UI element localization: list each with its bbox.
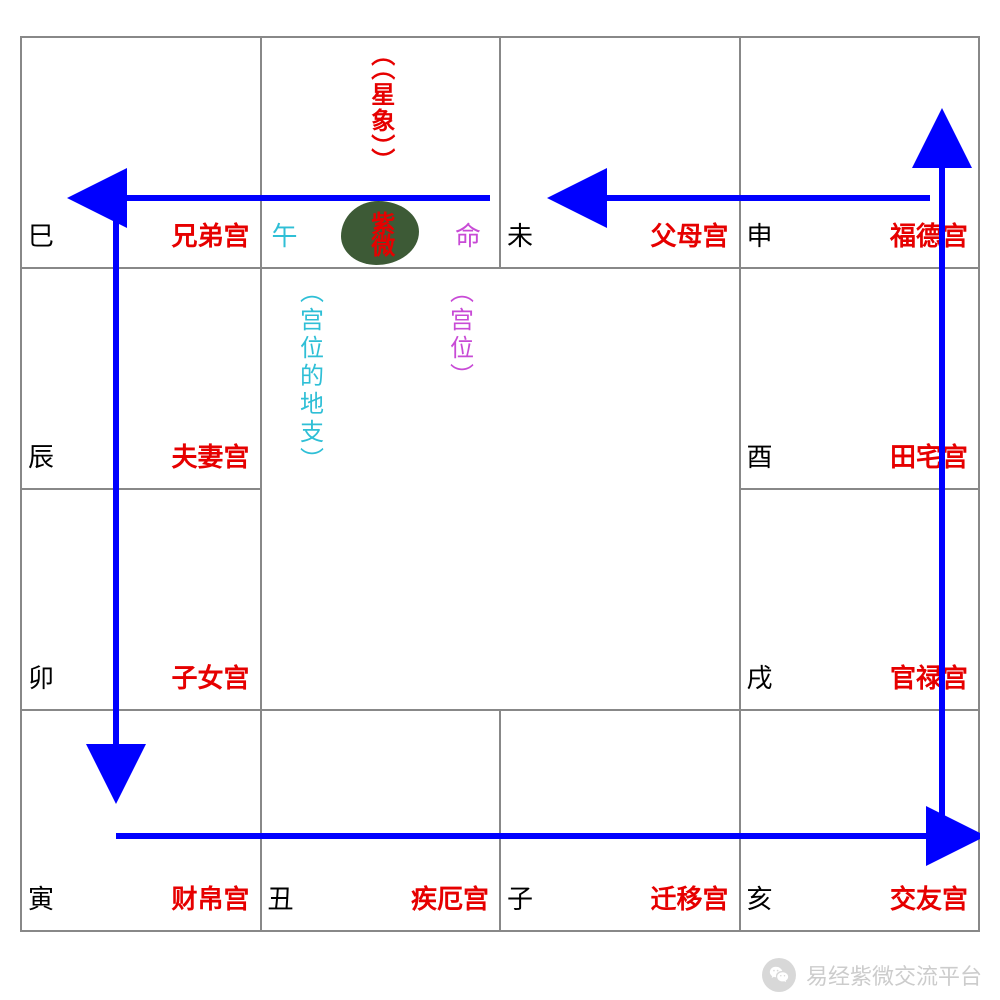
cell-hai: 亥 交友宫 (740, 710, 980, 931)
cell-shen: 申 福德宫 (740, 37, 980, 268)
cell-wu: （星象） 紫微 午 命 (261, 37, 501, 268)
cell-mao: 卯 子女宫 (21, 489, 261, 710)
branch-zi: 子 (507, 879, 533, 916)
cell-center: （宫位的地支） （宫位） (261, 268, 740, 710)
palace-grid: 巳 兄弟宫 （星象） 紫微 午 命 未 父母宫 申 福德宫 (20, 36, 980, 932)
branch-xu: 戌 (747, 658, 773, 695)
palace-xu: 官禄宫 (890, 658, 968, 695)
wechat-icon (762, 958, 796, 992)
branch-shen: 申 (747, 216, 773, 253)
palace-shen: 福德宫 (890, 216, 968, 253)
xingxiang-label: （星象） (363, 42, 398, 174)
branch-si: 巳 (28, 216, 54, 253)
branch-mao: 卯 (28, 658, 54, 695)
palace-chen: 夫妻宫 (171, 437, 249, 474)
palace-si: 兄弟宫 (171, 216, 249, 253)
branch-you: 酉 (747, 437, 773, 474)
palace-yin: 财帛宫 (171, 879, 249, 916)
cell-chen: 辰 夫妻宫 (21, 268, 261, 489)
cell-xu: 戌 官禄宫 (740, 489, 980, 710)
cell-si: 巳 兄弟宫 (21, 37, 261, 268)
cell-zi: 子 迁移宫 (500, 710, 740, 931)
branch-wei: 未 (507, 216, 533, 253)
cell-chou: 丑 疾厄宫 (261, 710, 501, 931)
ziwei-blob: 紫微 (341, 201, 419, 265)
branch-yin: 寅 (28, 879, 54, 916)
footer-watermark: 易经紫微交流平台 (762, 958, 982, 992)
palace-mao: 子女宫 (171, 658, 249, 695)
branch-hai: 亥 (747, 879, 773, 916)
cell-yin: 寅 财帛宫 (21, 710, 261, 931)
branch-chen: 辰 (28, 437, 54, 474)
gongwei-dizhi-label: （宫位的地支） (292, 279, 327, 475)
gongwei-label: （宫位） (442, 279, 477, 391)
ziwei-chart: 巳 兄弟宫 （星象） 紫微 午 命 未 父母宫 申 福德宫 (20, 36, 980, 932)
footer-text: 易经紫微交流平台 (806, 959, 982, 991)
branch-chou: 丑 (268, 879, 294, 916)
palace-zi: 迁移宫 (650, 879, 728, 916)
palace-hai: 交友宫 (890, 879, 968, 916)
palace-ming: 命 (455, 216, 481, 253)
branch-wu: 午 (272, 216, 298, 253)
palace-chou: 疾厄宫 (411, 879, 489, 916)
palace-you: 田宅宫 (890, 437, 968, 474)
ziwei-text: 紫微 (363, 211, 398, 255)
cell-you: 酉 田宅宫 (740, 268, 980, 489)
palace-wei: 父母宫 (650, 216, 728, 253)
cell-wei: 未 父母宫 (500, 37, 740, 268)
